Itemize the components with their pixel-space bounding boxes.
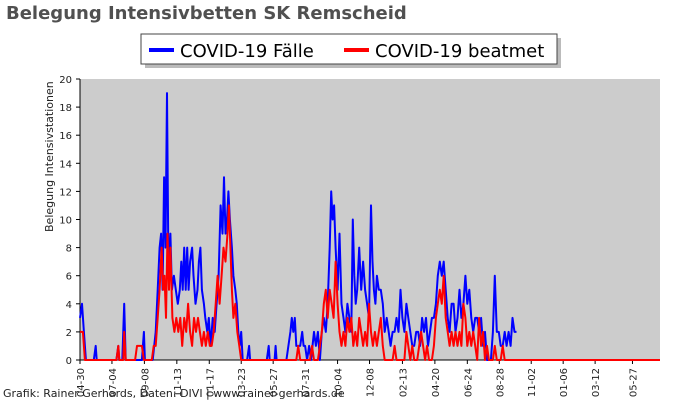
x-tick-label: 04-20 bbox=[431, 368, 442, 397]
series-layer bbox=[79, 92, 660, 361]
y-tick-label: 6 bbox=[66, 272, 72, 283]
chart-title: Belegung Intensivbetten SK Remscheid bbox=[6, 3, 407, 24]
y-tick-label: 12 bbox=[59, 187, 72, 198]
x-tick-label: 03-12 bbox=[591, 368, 602, 397]
x-tick-label: 11-02 bbox=[527, 368, 538, 397]
x-tick-label: 05-27 bbox=[628, 368, 639, 397]
x-tick-label: 05-27 bbox=[269, 368, 280, 397]
y-tick-label: 10 bbox=[59, 216, 72, 227]
y-tick-label: 16 bbox=[59, 131, 72, 142]
x-ticks: 04-30 07-04 09-08 11-13 01-17 03-23 05-27 07-31… bbox=[76, 360, 639, 397]
y-tick-label: 4 bbox=[66, 300, 72, 311]
y-ticks: 0 2 4 6 8 10 12 14 16 18 20 bbox=[59, 75, 80, 367]
y-tick-label: 18 bbox=[59, 103, 72, 114]
x-tick-label: 11-13 bbox=[173, 368, 184, 397]
x-tick-label: 06-24 bbox=[463, 368, 474, 397]
series-line-beatmet bbox=[80, 204, 660, 361]
series-line-faelle bbox=[79, 92, 517, 361]
y-tick-label: 0 bbox=[66, 356, 72, 367]
x-tick-label: 03-23 bbox=[237, 368, 248, 397]
x-tick-label: 02-13 bbox=[398, 368, 409, 397]
x-tick-label: 07-31 bbox=[301, 368, 312, 397]
x-tick-label: 09-08 bbox=[140, 368, 151, 397]
y-axis-label: Belegung Intensivstationen bbox=[43, 81, 56, 232]
x-tick-label: 01-17 bbox=[205, 368, 216, 397]
y-tick-label: 8 bbox=[66, 244, 72, 255]
credit-text: Grafik: Rainer Gerhards, Daten: DIVI | w… bbox=[3, 387, 345, 400]
x-tick-label: 07-04 bbox=[108, 368, 119, 397]
y-tick-label: 20 bbox=[59, 75, 72, 86]
legend-label-faelle: COVID-19 Fälle bbox=[180, 41, 314, 62]
y-tick-label: 2 bbox=[66, 328, 72, 339]
y-tick-label: 14 bbox=[59, 159, 72, 170]
x-tick-label: 12-08 bbox=[366, 368, 377, 397]
x-tick-label: 01-06 bbox=[559, 368, 570, 397]
x-tick-label: 04-30 bbox=[76, 368, 87, 397]
x-tick-label: 10-04 bbox=[334, 368, 345, 397]
legend: COVID-19 Fälle COVID-19 beatmet bbox=[140, 33, 561, 68]
x-tick-label: 08-28 bbox=[495, 368, 506, 397]
legend-label-beatmet: COVID-19 beatmet bbox=[375, 41, 544, 62]
